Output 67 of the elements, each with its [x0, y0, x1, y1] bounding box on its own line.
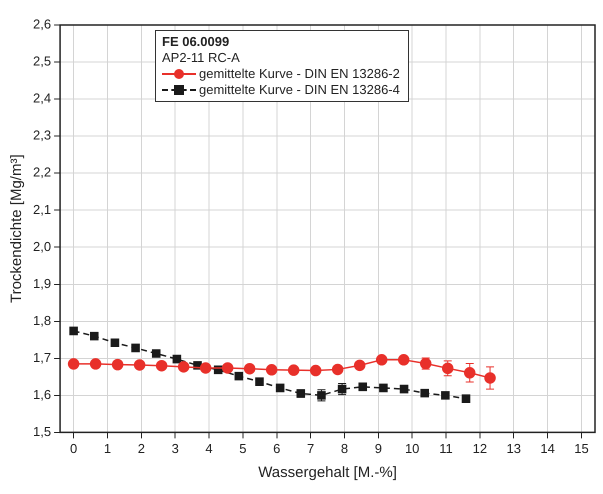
x-tick-label: 5: [239, 440, 247, 456]
point: [332, 364, 344, 376]
y-tick-label: 2,4: [32, 90, 52, 106]
legend-label: gemittelte Kurve - DIN EN 13286-2: [199, 66, 400, 82]
point: [358, 382, 368, 392]
y-tick-label: 2,6: [32, 16, 52, 32]
point: [464, 367, 476, 379]
y-tick-label: 1,9: [32, 276, 52, 291]
x-tick-label: 6: [273, 440, 280, 456]
y-tick-label: 1,5: [32, 424, 52, 439]
point: [288, 364, 300, 376]
legend-label: gemittelte Kurve - DIN EN 13286-4: [199, 82, 400, 98]
point: [110, 338, 120, 348]
y-tick-label: 1,8: [32, 312, 52, 328]
point: [134, 359, 146, 371]
annotation: AP2-11 RC-A: [162, 50, 241, 66]
y-tick-label: 1,6: [32, 386, 52, 402]
point: [442, 362, 454, 374]
y-tick-label: 2,3: [32, 128, 52, 143]
x-axis-title: Wassergehalt [M.-%]: [258, 464, 397, 482]
x-tick-label: 0: [70, 440, 78, 456]
y-tick-label: 1,7: [32, 350, 52, 365]
y-tick-label: 2,2: [32, 164, 52, 180]
point: [441, 391, 450, 400]
x-tick-label: 10: [404, 440, 420, 456]
x-tick-label: 14: [540, 440, 555, 456]
point: [172, 354, 182, 364]
legend-title: FE 06.0099: [162, 34, 230, 50]
point: [234, 372, 244, 380]
x-tick-label: 8: [340, 440, 348, 456]
point: [462, 394, 470, 403]
point: [200, 362, 212, 374]
point: [376, 354, 388, 366]
x-tick-label: 4: [205, 440, 213, 456]
y-tick-label: 2,1: [32, 202, 52, 217]
x-tick-label: 2: [138, 440, 145, 456]
point: [156, 360, 168, 372]
point: [400, 384, 408, 394]
point: [244, 362, 256, 374]
point: [276, 384, 284, 392]
x-tick-label: 12: [472, 440, 488, 456]
point: [112, 358, 124, 370]
point: [484, 372, 496, 384]
point: [354, 360, 366, 372]
x-tick-label: 11: [439, 440, 453, 456]
point: [90, 332, 99, 340]
point: [90, 358, 102, 370]
point: [420, 388, 429, 398]
point: [379, 384, 388, 392]
point: [178, 361, 190, 373]
point: [310, 364, 322, 376]
x-tick-label: 15: [574, 440, 589, 456]
x-tick-label: 13: [506, 440, 521, 456]
point: [222, 362, 234, 374]
y-axis-title: Trockendichte [Mg/m³]: [8, 154, 26, 304]
point: [255, 377, 264, 386]
point: [131, 344, 140, 352]
x-tick-label: 7: [306, 440, 314, 456]
x-tick-label: 1: [104, 440, 112, 456]
point: [69, 326, 78, 336]
x-tick-label: 9: [374, 440, 382, 456]
point: [152, 349, 161, 358]
x-tick-label: 3: [172, 440, 179, 456]
y-tick-label: 2,0: [32, 238, 52, 254]
point: [68, 358, 80, 370]
y-tick-label: 2,5: [32, 54, 52, 69]
point: [266, 364, 278, 376]
